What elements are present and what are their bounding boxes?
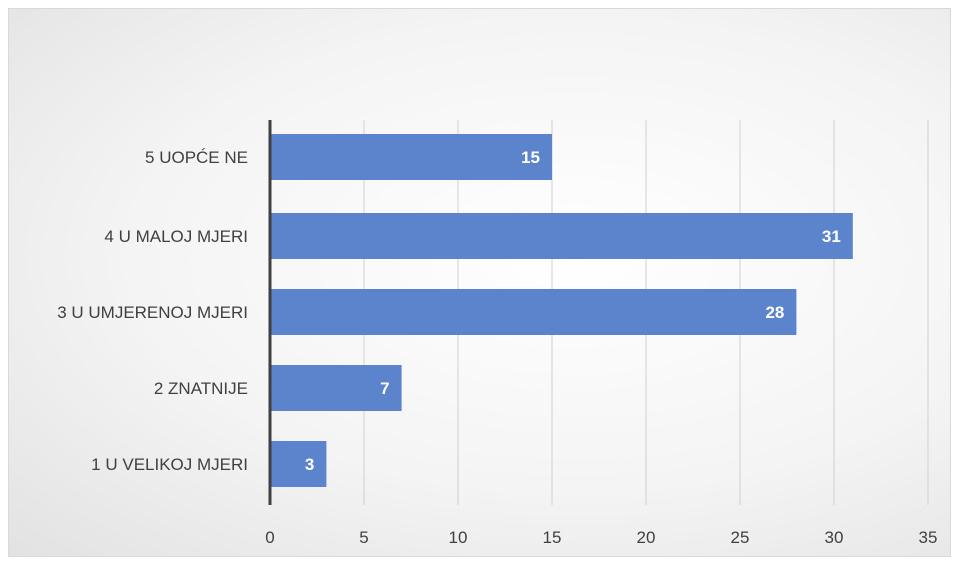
chart-area [8,8,951,557]
bar-5 [270,441,327,487]
category-label-1: 5 UOPĆE NE [145,148,248,167]
x-tick-label-20: 20 [637,528,656,547]
labels: 0 5 10 15 20 25 30 35 5 UOPĆE NE 15 4 U MALOJ MJER… [57,148,937,547]
bar-1 [270,134,552,180]
x-tick-label-0: 0 [265,528,274,547]
category-label-3: 3 U UMJERENOJ MJERI [57,303,248,322]
bars [270,134,853,487]
x-tick-label-5: 5 [359,528,368,547]
bar-3 [270,289,797,335]
x-tick-label-25: 25 [731,528,750,547]
category-label-5: 1 U VELIKOJ MJERI [91,455,248,474]
bar-2 [270,213,853,259]
bar-4 [270,365,402,411]
category-label-4: 2 ZNATNIJE [154,379,248,398]
x-tick-label-35: 35 [919,528,938,547]
data-label-2: 31 [822,227,841,246]
x-tick-label-15: 15 [543,528,562,547]
data-label-5: 3 [305,455,314,474]
data-label-3: 28 [765,303,784,322]
x-tick-label-30: 30 [825,528,844,547]
data-label-4: 7 [380,379,389,398]
data-label-1: 15 [521,148,540,167]
category-label-2: 4 U MALOJ MJERI [104,227,248,246]
x-tick-label-10: 10 [449,528,468,547]
